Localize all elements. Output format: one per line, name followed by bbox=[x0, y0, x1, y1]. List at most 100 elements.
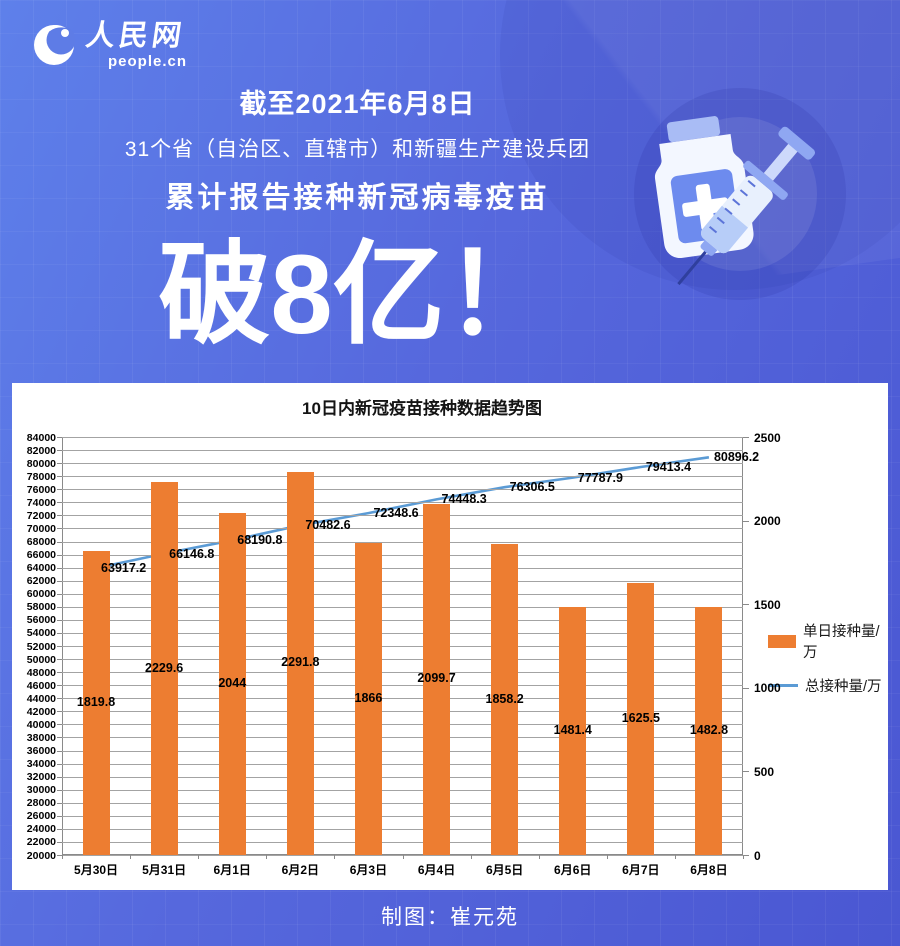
gridline bbox=[62, 515, 743, 517]
y-axis-label-right: 2000 bbox=[754, 514, 781, 529]
axis-tick bbox=[57, 763, 62, 765]
axis-tick bbox=[743, 604, 749, 606]
axis-tick bbox=[57, 580, 62, 582]
bar bbox=[491, 544, 519, 855]
axis-tick bbox=[57, 737, 62, 739]
gridline bbox=[62, 750, 743, 752]
x-axis-label: 6月7日 bbox=[622, 863, 660, 877]
axis-tick bbox=[57, 593, 62, 595]
bar bbox=[559, 607, 587, 855]
y-axis-label-left: 32000 bbox=[26, 771, 56, 784]
axis-tick bbox=[266, 855, 268, 859]
y-axis-label-left: 44000 bbox=[26, 692, 56, 705]
line-value-label: 80896.2 bbox=[713, 450, 760, 465]
axis-tick bbox=[57, 815, 62, 817]
axis-tick bbox=[57, 711, 62, 713]
axis-tick bbox=[57, 750, 62, 752]
x-axis-label: 6月1日 bbox=[213, 863, 251, 877]
hero-scope-line: 31个省（自治区、直辖市）和新疆生产建设兵团 bbox=[124, 138, 591, 161]
axis-tick bbox=[606, 855, 608, 859]
hero-date-line: 截至2021年6月8日 bbox=[239, 89, 476, 119]
axis-tick bbox=[57, 567, 62, 569]
x-axis-label: 6月8日 bbox=[690, 863, 728, 877]
axis-tick bbox=[57, 724, 62, 726]
bar bbox=[423, 503, 451, 855]
axis-tick bbox=[470, 855, 472, 859]
y-axis-label-left: 66000 bbox=[26, 549, 56, 562]
axis-tick bbox=[57, 502, 62, 504]
bar bbox=[150, 482, 178, 855]
legend-line-swatch-icon bbox=[768, 684, 798, 687]
y-axis-label-left: 78000 bbox=[26, 470, 56, 483]
y-axis-label-left: 26000 bbox=[26, 810, 56, 823]
y-axis-label-left: 50000 bbox=[26, 653, 56, 666]
legend-daily-label: 单日接种量/万 bbox=[803, 624, 880, 661]
people-cn-logo: 人民网 people.cn bbox=[32, 18, 187, 73]
credit-line: 制图：崔元苑 bbox=[381, 906, 519, 929]
chart-title: 10日内新冠疫苗接种数据趋势图 bbox=[302, 399, 542, 418]
gridline bbox=[62, 737, 743, 739]
gridline bbox=[62, 437, 743, 438]
gridline bbox=[62, 554, 743, 556]
line-value-label: 68190.8 bbox=[237, 533, 283, 548]
axis-tick bbox=[57, 841, 62, 843]
gridline bbox=[62, 489, 743, 491]
x-axis-label: 6月3日 bbox=[349, 863, 388, 877]
axis-tick bbox=[57, 528, 62, 530]
line-value-label: 74448.3 bbox=[441, 492, 487, 507]
line-value-label: 77787.9 bbox=[577, 470, 623, 485]
axis-tick bbox=[402, 855, 404, 859]
axis-tick bbox=[57, 619, 62, 621]
y-axis-label-right: 2500 bbox=[754, 430, 781, 445]
axis-tick bbox=[57, 463, 62, 465]
chart-legend: 单日接种量/万 总接种量/万 bbox=[768, 620, 888, 709]
bar-value-label: 1482.8 bbox=[689, 723, 729, 738]
y-axis-label-left: 24000 bbox=[26, 823, 56, 836]
logo-english-text: people.cn bbox=[108, 53, 188, 70]
line-value-label: 66146.8 bbox=[169, 546, 215, 561]
line-value-label: 79413.4 bbox=[645, 459, 692, 474]
gridline bbox=[62, 619, 743, 621]
axis-tick bbox=[743, 687, 749, 689]
y-axis-label-left: 42000 bbox=[26, 705, 56, 718]
y-axis-label-left: 80000 bbox=[26, 457, 56, 470]
y-axis-label-left: 20000 bbox=[26, 849, 56, 862]
axis-tick bbox=[743, 437, 749, 438]
y-axis-label-left: 56000 bbox=[26, 614, 56, 627]
axis-tick bbox=[57, 554, 62, 556]
axis-tick bbox=[57, 515, 62, 517]
line-value-label: 63917.2 bbox=[101, 561, 147, 576]
axis-tick bbox=[57, 802, 62, 804]
y-axis-label-right: 0 bbox=[754, 848, 761, 863]
gridline bbox=[62, 463, 743, 465]
gridline bbox=[62, 567, 743, 569]
x-axis-label: 6月5日 bbox=[485, 863, 524, 877]
bar bbox=[627, 583, 655, 855]
y-axis-label-left: 48000 bbox=[26, 666, 56, 679]
x-axis-label: 5月31日 bbox=[142, 863, 187, 877]
hero-headline: 破8亿！ bbox=[158, 232, 557, 357]
bar-value-label: 1625.5 bbox=[621, 711, 660, 726]
bar-value-label: 1481.4 bbox=[553, 723, 592, 738]
gridline bbox=[62, 476, 743, 478]
gridline bbox=[62, 672, 743, 674]
y-axis-label-left: 36000 bbox=[26, 745, 56, 757]
y-axis-label-left: 84000 bbox=[26, 431, 56, 444]
gridline bbox=[62, 593, 743, 595]
gridline bbox=[62, 802, 743, 804]
y-axis-label-left: 72000 bbox=[26, 509, 56, 522]
gridline bbox=[62, 828, 743, 830]
axis-tick bbox=[130, 855, 132, 859]
logo-chinese-text: 人民网 bbox=[83, 20, 188, 52]
x-axis-label: 5月30日 bbox=[74, 863, 119, 877]
axis-tick bbox=[743, 855, 744, 859]
axis-tick bbox=[538, 855, 540, 859]
y-axis-label-left: 40000 bbox=[26, 718, 56, 731]
bar bbox=[218, 513, 246, 855]
axis-tick bbox=[57, 776, 62, 778]
y-axis-label-left: 70000 bbox=[26, 522, 56, 535]
bar-value-label: 2291.8 bbox=[281, 655, 320, 670]
bar-value-label: 2229.6 bbox=[145, 660, 184, 675]
gridline bbox=[62, 646, 743, 647]
y-axis-label-right: 500 bbox=[754, 764, 775, 779]
